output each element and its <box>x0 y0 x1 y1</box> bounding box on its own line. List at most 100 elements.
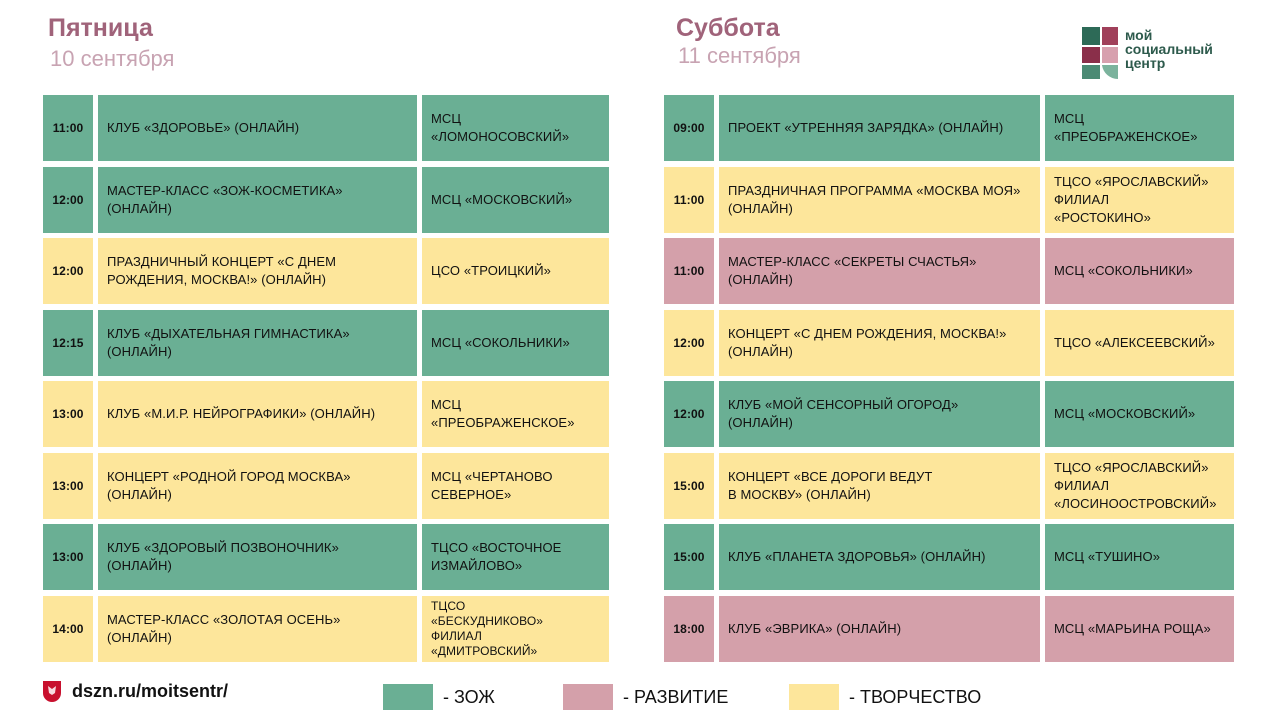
legend-zoj: - ЗОЖ <box>383 684 495 710</box>
footer-site[interactable]: dszn.ru/moitsentr/ <box>42 680 228 702</box>
event-name-cell: КЛУБ «ЗДОРОВЫЙ ПОЗВОНОЧНИК» (ОНЛАЙН) <box>98 524 417 590</box>
event-name-cell: ПРОЕКТ «УТРЕННЯЯ ЗАРЯДКА» (ОНЛАЙН) <box>719 95 1040 161</box>
legend-razvitie: - РАЗВИТИЕ <box>563 684 728 710</box>
event-time: 13:00 <box>43 381 93 447</box>
event-time: 12:00 <box>664 381 714 447</box>
event-name-cell: МАСТЕР-КЛАСС «ЗОЛОТАЯ ОСЕНЬ» (ОНЛАЙН) <box>98 595 417 662</box>
event-place: ТЦСО «ЯРОСЛАВСКИЙ» ФИЛИАЛ «РОСТОКИНО» <box>1054 173 1209 225</box>
event-place-cell: МСЦ «СОКОЛЬНИКИ» <box>422 309 609 376</box>
schedule-row: 13:00 КЛУБ «М.И.Р. НЕЙРОГРАФИКИ» (ОНЛАЙН)… <box>43 381 609 447</box>
event-name: КЛУБ «ДЫХАТЕЛЬНАЯ ГИМНАСТИКА» (ОНЛАЙН) <box>107 325 350 359</box>
event-time: 12:00 <box>664 309 714 376</box>
event-place-cell: ТЦСО «ВОСТОЧНОЕ ИЗМАЙЛОВО» <box>422 524 609 590</box>
event-time: 18:00 <box>664 595 714 662</box>
event-time: 15:00 <box>664 524 714 590</box>
schedule-row: 11:00 КЛУБ «ЗДОРОВЬЕ» (ОНЛАЙН) МСЦ «ЛОМОНО… <box>43 95 609 161</box>
event-name: КОНЦЕРТ «ВСЕ ДОРОГИ ВЕДУТ В МОСКВУ» (ОНЛ… <box>728 468 933 502</box>
cell-divider <box>417 381 422 447</box>
event-time: 12:00 <box>43 166 93 233</box>
event-name: ПРАЗДНИЧНАЯ ПРОГРАММА «МОСКВА МОЯ» (ОНЛА… <box>728 182 1021 216</box>
cell-divider <box>417 238 422 304</box>
schedule-row: 12:00 КОНЦЕРТ «С ДНЕМ РОЖДЕНИЯ, МОСКВА!»… <box>664 309 1234 376</box>
saturday-date: 11 сентября <box>678 43 801 68</box>
schedule-row: 18:00 КЛУБ «ЭВРИКА» (ОНЛАЙН) МСЦ «МАРЬИНА … <box>664 595 1234 662</box>
friday-date: 10 сентября <box>50 46 175 71</box>
legend-swatch-zoj <box>383 684 433 710</box>
event-place: МСЦ «МОСКОВСКИЙ» <box>431 191 573 207</box>
event-name-cell: КОНЦЕРТ «РОДНОЙ ГОРОД МОСКВА» (ОНЛАЙН) <box>98 452 417 519</box>
event-time: 15:00 <box>664 452 714 519</box>
event-name-cell: МАСТЕР-КЛАСС «СЕКРЕТЫ СЧАСТЬЯ» (ОНЛАЙН) <box>719 238 1040 304</box>
cell-divider <box>93 238 98 304</box>
event-name: КЛУБ «ЗДОРОВЫЙ ПОЗВОНОЧНИК» (ОНЛАЙН) <box>107 540 339 573</box>
event-place: МСЦ «СОКОЛЬНИКИ» <box>1054 263 1193 278</box>
event-name: КОНЦЕРТ «РОДНОЙ ГОРОД МОСКВА» (ОНЛАЙН) <box>107 468 351 502</box>
cell-divider <box>93 381 98 447</box>
cell-divider <box>417 595 422 662</box>
legend-swatch-tvorchestvo <box>789 684 839 710</box>
schedule-row: 13:00 КОНЦЕРТ «РОДНОЙ ГОРОД МОСКВА» (ОНЛА… <box>43 452 609 519</box>
cell-divider <box>1040 309 1045 376</box>
event-place-cell: МСЦ «СОКОЛЬНИКИ» <box>1045 238 1234 304</box>
event-name: МАСТЕР-КЛАСС «ЗОЛОТАЯ ОСЕНЬ» (ОНЛАЙН) <box>107 611 341 645</box>
event-time: 09:00 <box>664 95 714 161</box>
cell-divider <box>93 166 98 233</box>
event-time: 12:15 <box>43 309 93 376</box>
logo-icon <box>1082 27 1118 80</box>
cell-divider <box>714 524 719 590</box>
legend-tvorchestvo: - ТВОРЧЕСТВО <box>789 684 981 710</box>
event-name-cell: ПРАЗДНИЧНАЯ ПРОГРАММА «МОСКВА МОЯ» (ОНЛА… <box>719 166 1040 233</box>
event-place: ТЦСО «ЯРОСЛАВСКИЙ» ФИЛИАЛ «ЛОСИНООСТРОВС… <box>1054 459 1217 511</box>
logo-text: мой социальный центр <box>1125 27 1213 71</box>
saturday-schedule: 09:00 ПРОЕКТ «УТРЕННЯЯ ЗАРЯДКА» (ОНЛАЙН) М… <box>664 95 1234 665</box>
event-time: 13:00 <box>43 452 93 519</box>
cell-divider <box>417 309 422 376</box>
cell-divider <box>93 452 98 519</box>
cell-divider <box>417 95 422 161</box>
cell-divider <box>1040 524 1045 590</box>
legend-label-razvitie: - РАЗВИТИЕ <box>623 686 729 707</box>
schedule-row: 14:00 МАСТЕР-КЛАСС «ЗОЛОТАЯ ОСЕНЬ» (ОНЛАЙ… <box>43 595 609 662</box>
event-name-cell: КЛУБ «ДЫХАТЕЛЬНАЯ ГИМНАСТИКА» (ОНЛАЙН) <box>98 309 417 376</box>
cell-divider <box>93 595 98 662</box>
event-time: 12:00 <box>43 238 93 304</box>
cell-divider <box>1040 381 1045 447</box>
event-name: ПРАЗДНИЧНЫЙ КОНЦЕРТ «С ДНЕМ РОЖДЕНИЯ, МО… <box>107 254 337 287</box>
event-time: 13:00 <box>43 524 93 590</box>
event-place-cell: МСЦ «ЛОМОНОСОВСКИЙ» <box>422 95 609 161</box>
cell-divider <box>1040 595 1045 662</box>
cell-divider <box>417 452 422 519</box>
cell-divider <box>1040 452 1045 519</box>
event-name-cell: КЛУБ «ЭВРИКА» (ОНЛАЙН) <box>719 595 1040 662</box>
cell-divider <box>714 238 719 304</box>
schedule-row: 12:00 МАСТЕР-КЛАСС «ЗОЖ-КОСМЕТИКА» (ОНЛАЙ… <box>43 166 609 233</box>
schedule-row: 12:00 ПРАЗДНИЧНЫЙ КОНЦЕРТ «С ДНЕМ РОЖДЕНИ… <box>43 238 609 304</box>
event-place: ЦСО «ТРОИЦКИЙ» <box>431 263 551 278</box>
logo <box>1082 27 1242 82</box>
schedule-row: 09:00 ПРОЕКТ «УТРЕННЯЯ ЗАРЯДКА» (ОНЛАЙН) М… <box>664 95 1234 161</box>
cell-divider <box>93 309 98 376</box>
friday-schedule: 11:00 КЛУБ «ЗДОРОВЬЕ» (ОНЛАЙН) МСЦ «ЛОМОНО… <box>43 95 609 665</box>
event-place-cell: МСЦ «МОСКОВСКИЙ» <box>422 166 609 233</box>
event-place-cell: ТЦСО «ЯРОСЛАВСКИЙ» ФИЛИАЛ «РОСТОКИНО» <box>1045 166 1234 233</box>
friday-title: Пятница <box>48 14 153 42</box>
footer-site-link[interactable]: dszn.ru/moitsentr/ <box>72 680 229 701</box>
cell-divider <box>1040 238 1045 304</box>
event-place-cell: МСЦ «ТУШИНО» <box>1045 524 1234 590</box>
event-name-cell: КЛУБ «ПЛАНЕТА ЗДОРОВЬЯ» (ОНЛАЙН) <box>719 524 1040 590</box>
saturday-title: Суббота <box>676 14 780 42</box>
event-place-cell: МСЦ «ЧЕРТАНОВО СЕВЕРНОЕ» <box>422 452 609 519</box>
schedule-row: 15:00 КОНЦЕРТ «ВСЕ ДОРОГИ ВЕДУТ В МОСКВУ»… <box>664 452 1234 519</box>
cell-divider <box>714 166 719 233</box>
event-name: ПРОЕКТ «УТРЕННЯЯ ЗАРЯДКА» (ОНЛАЙН) <box>728 120 1004 135</box>
event-name: МАСТЕР-КЛАСС «ЗОЖ-КОСМЕТИКА» (ОНЛАЙН) <box>107 182 343 216</box>
cell-divider <box>93 95 98 161</box>
cell-divider <box>714 309 719 376</box>
event-name-cell: КЛУБ «ЗДОРОВЬЕ» (ОНЛАЙН) <box>98 95 417 161</box>
cell-divider <box>417 166 422 233</box>
event-place: МСЦ «ПРЕОБРАЖЕНСКОЕ» <box>1054 111 1198 144</box>
event-place-cell: ЦСО «ТРОИЦКИЙ» <box>422 238 609 304</box>
event-place-cell: МСЦ «ПРЕОБРАЖЕНСКОЕ» <box>1045 95 1234 161</box>
cell-divider <box>714 452 719 519</box>
cell-divider <box>1040 166 1045 233</box>
